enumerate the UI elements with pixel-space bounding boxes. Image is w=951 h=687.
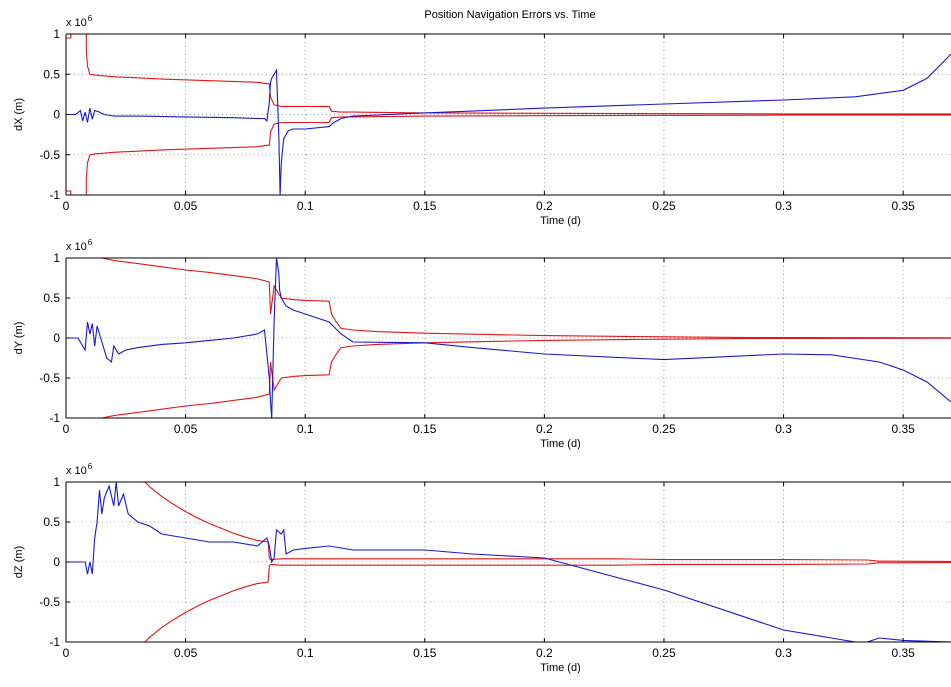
y-tick-label: -0.5: [39, 148, 60, 162]
y-exponent-power: 6: [88, 462, 93, 471]
x-tick-label: 0.05: [174, 422, 198, 436]
x-tick-label: 0.3: [775, 422, 792, 436]
x-tick-label: 0: [63, 646, 70, 660]
x-tick-label: 0.15: [413, 199, 437, 213]
x-axis-label: Time (d): [540, 662, 581, 674]
y-exponent-power: 6: [88, 14, 93, 23]
x-tick-label: 0.1: [297, 199, 314, 213]
y-tick-label: 0.5: [43, 515, 60, 529]
y-tick-label: -1: [49, 411, 60, 425]
y-tick-label: -0.5: [39, 595, 60, 609]
x-axis-label: Time (d): [540, 438, 581, 450]
x-tick-label: 0.15: [413, 646, 437, 660]
x-tick-label: 0.3: [775, 199, 792, 213]
y-exponent-power: 6: [88, 238, 93, 247]
x-tick-label: 0.25: [652, 199, 676, 213]
y-tick-label: 0: [53, 555, 60, 569]
x-tick-label: 0.1: [297, 422, 314, 436]
y-tick-label: 0.5: [43, 291, 60, 305]
x-tick-label: 0.05: [174, 646, 198, 660]
x-axis-label: Time (d): [540, 215, 581, 227]
y-tick-label: -0.5: [39, 371, 60, 385]
y-axis-label: dY (m): [13, 322, 25, 355]
x-tick-label: 0.25: [652, 422, 676, 436]
x-tick-label: 0.05: [174, 199, 198, 213]
y-tick-label: 1: [53, 475, 60, 489]
y-tick-label: 1: [53, 251, 60, 265]
x-tick-label: 0.2: [536, 199, 553, 213]
y-tick-label: 0.5: [43, 67, 60, 81]
y-axis-label: dX (m): [13, 98, 25, 131]
x-tick-label: 0: [63, 199, 70, 213]
x-tick-label: 0: [63, 422, 70, 436]
x-tick-label: 0.15: [413, 422, 437, 436]
x-tick-label: 0.2: [536, 646, 553, 660]
y-axis-label: dZ (m): [13, 546, 25, 578]
x-tick-label: 0.3: [775, 646, 792, 660]
x-tick-label: 0.2: [536, 422, 553, 436]
chart-title: Position Navigation Errors vs. Time: [424, 9, 595, 21]
x-tick-label: 0.1: [297, 646, 314, 660]
y-tick-label: 1: [53, 27, 60, 41]
x-tick-label: 0.25: [652, 646, 676, 660]
x-tick-label: 0.35: [891, 199, 915, 213]
y-tick-label: 0: [53, 108, 60, 122]
x-tick-label: 0.35: [891, 646, 915, 660]
x-tick-label: 0.35: [891, 422, 915, 436]
y-tick-label: -1: [49, 188, 60, 202]
y-tick-label: -1: [49, 635, 60, 649]
y-tick-label: 0: [53, 331, 60, 345]
